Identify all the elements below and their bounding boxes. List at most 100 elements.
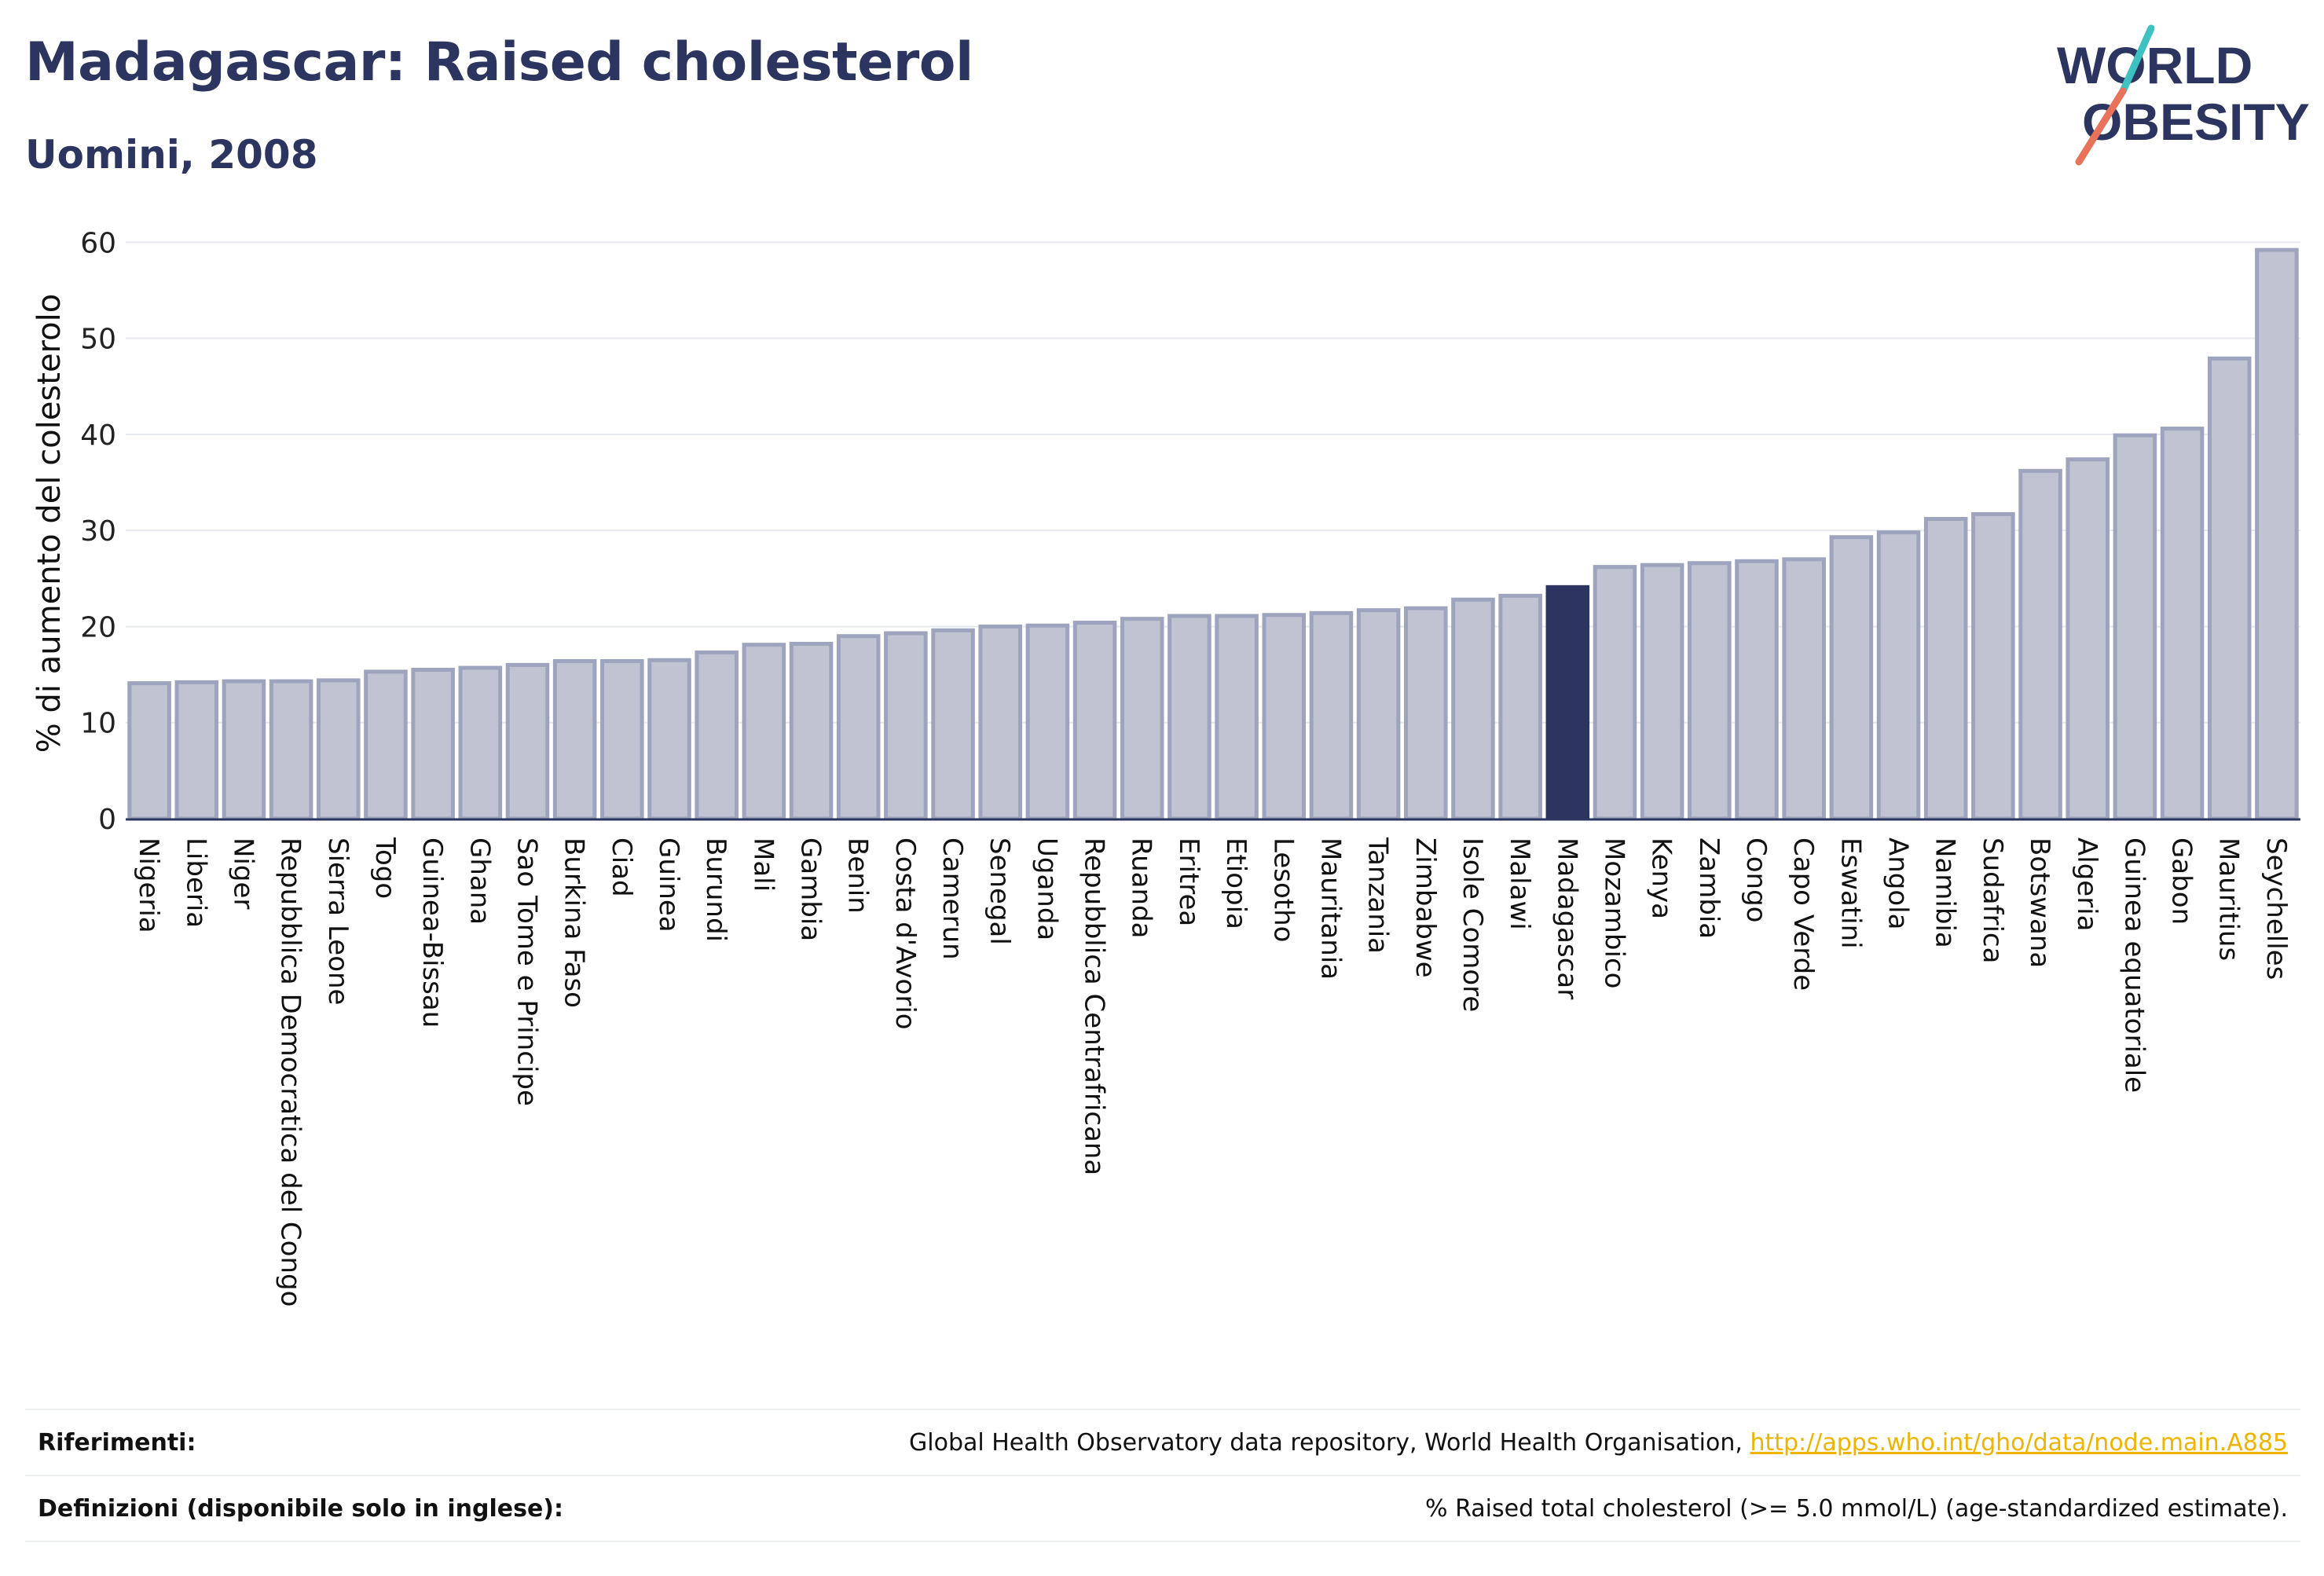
bars bbox=[127, 247, 2299, 821]
bar-capo-verde bbox=[1782, 557, 1826, 821]
x-tick-label: Niger bbox=[227, 837, 258, 909]
bar-guinea bbox=[647, 658, 691, 821]
x-tick-label: Guinea bbox=[653, 837, 684, 933]
bar-tanzania bbox=[1356, 608, 1401, 821]
bar-burundi bbox=[695, 650, 739, 821]
x-tick-label: Sierra Leone bbox=[322, 837, 354, 1005]
bar-mauritania bbox=[1309, 610, 1354, 821]
x-tick-label: Togo bbox=[369, 837, 401, 899]
bar-congo bbox=[1735, 559, 1779, 821]
definitions-label: Definizioni (disponibile solo in inglese… bbox=[38, 1494, 563, 1523]
x-tick-label: Liberia bbox=[180, 837, 211, 928]
bar-sao-tome-e-principe bbox=[505, 662, 550, 821]
x-tick-label: Ghana bbox=[464, 837, 495, 925]
bar-niger bbox=[222, 679, 266, 821]
bar-senegal bbox=[978, 624, 1022, 821]
bar-madagascar bbox=[1545, 585, 1590, 821]
x-tick-label: Algeria bbox=[2071, 837, 2102, 931]
y-tick-label: 20 bbox=[80, 611, 116, 643]
x-tick-label: Etiopia bbox=[1220, 837, 1252, 929]
bar-lesotho bbox=[1262, 613, 1307, 821]
x-tick-label: Mali bbox=[747, 837, 779, 892]
bar-benin bbox=[836, 634, 881, 821]
x-tick-label: Botswana bbox=[2024, 837, 2055, 968]
bar-ciad bbox=[600, 658, 644, 821]
definitions-value: % Raised total cholesterol (>= 5.0 mmol/… bbox=[1425, 1494, 2288, 1523]
x-tick-label: Guinea equatoriale bbox=[2118, 837, 2150, 1093]
x-tick-label: Eritrea bbox=[1173, 837, 1204, 926]
x-tick-label: Eswatini bbox=[1835, 837, 1866, 949]
bar-namibia bbox=[1923, 516, 1968, 821]
x-tick-label: Ruanda bbox=[1126, 837, 1157, 938]
bar-sudafrica bbox=[1971, 511, 2015, 821]
page-title: Madagascar: Raised cholesterol bbox=[25, 31, 973, 93]
bar-zimbabwe bbox=[1404, 606, 1448, 821]
bar-eritrea bbox=[1167, 614, 1211, 821]
bar-costa-d-avorio bbox=[884, 631, 928, 821]
x-tick-label: Nigeria bbox=[133, 837, 164, 933]
bar-liberia bbox=[174, 680, 219, 821]
bar-malawi bbox=[1498, 593, 1542, 821]
bar-botswana bbox=[2018, 468, 2062, 821]
bar-algeria bbox=[2066, 457, 2110, 821]
bar-gambia bbox=[789, 641, 834, 821]
x-tick-label: Benin bbox=[842, 837, 874, 914]
y-tick-label: 50 bbox=[80, 324, 116, 356]
bar-chart: 0 10 20 30 40 50 60 Nigeria Liberia Niger Repubbl… bbox=[31, 227, 2300, 1307]
x-tick-label: Angola bbox=[1882, 837, 1914, 929]
x-tick-label: Seychelles bbox=[2260, 837, 2292, 980]
bar-ruanda bbox=[1120, 617, 1164, 821]
x-tick-label: Gabon bbox=[2166, 837, 2198, 925]
definitions-row: Definizioni (disponibile solo in inglese… bbox=[25, 1475, 2300, 1542]
x-tick-label: Lesotho bbox=[1267, 837, 1299, 942]
x-tick-label: Mauritius bbox=[2213, 837, 2245, 961]
x-tick-label: Guinea-Bissau bbox=[416, 837, 448, 1028]
y-tick-label: 0 bbox=[98, 804, 116, 836]
x-tick-label: Zambia bbox=[1693, 837, 1725, 939]
x-tick-label: Burkina Faso bbox=[559, 837, 590, 1008]
x-tick-label: Capo Verde bbox=[1787, 837, 1819, 991]
bar-sierra-leone bbox=[317, 678, 361, 821]
x-tick-label: Sudafrica bbox=[1977, 837, 2008, 963]
bar-camerun bbox=[931, 628, 975, 821]
bar-mali bbox=[742, 643, 786, 821]
world-obesity-logo: WORLD OBESITY bbox=[2057, 24, 2310, 166]
bar-gabon bbox=[2160, 427, 2205, 821]
bar-mozambico bbox=[1593, 565, 1637, 821]
bar-seychelles bbox=[2255, 247, 2299, 821]
bar-repubblica-centrafricana bbox=[1072, 621, 1117, 821]
bar-eswatini bbox=[1829, 535, 1874, 821]
logo-slash-coral bbox=[2075, 87, 2127, 166]
x-tick-label: Ciad bbox=[606, 837, 637, 897]
x-tick-label: Uganda bbox=[1031, 837, 1062, 940]
bar-isole-comore bbox=[1451, 597, 1495, 821]
x-tick-label: Tanzania bbox=[1362, 837, 1394, 954]
references-link[interactable]: http://apps.who.int/gho/data/node.main.A… bbox=[1750, 1428, 2288, 1457]
y-axis-title: % di aumento del colesterolo bbox=[31, 294, 68, 753]
x-tick-label: Malawi bbox=[1504, 837, 1535, 930]
x-tick-label: Kenya bbox=[1646, 837, 1677, 919]
bar-nigeria bbox=[127, 681, 171, 821]
x-axis-labels: Nigeria Liberia Niger Repubblica Democratic… bbox=[133, 837, 2292, 1307]
x-tick-label: Madagascar bbox=[1551, 837, 1582, 999]
x-tick-label: Congo bbox=[1740, 837, 1772, 922]
bar-angola bbox=[1876, 530, 1921, 821]
y-tick-label: 30 bbox=[80, 515, 116, 548]
y-tick-label: 40 bbox=[80, 420, 116, 452]
bar-etiopia bbox=[1215, 614, 1259, 821]
x-tick-label: Mozambico bbox=[1598, 837, 1629, 988]
x-tick-label: Isole Comore bbox=[1457, 837, 1488, 1012]
bar-zambia bbox=[1688, 561, 1732, 821]
page-subtitle: Uomini, 2008 bbox=[25, 132, 318, 178]
references-row: Riferimenti: Global Health Observatory d… bbox=[25, 1409, 2300, 1475]
bar-guinea-equatoriale bbox=[2113, 433, 2157, 821]
x-tick-label: Senegal bbox=[984, 837, 1015, 945]
x-tick-label: Costa d'Avorio bbox=[889, 837, 921, 1030]
x-tick-label: Camerun bbox=[937, 837, 968, 960]
x-tick-label: Sao Tome e Principe bbox=[511, 837, 542, 1106]
logo-slash-teal bbox=[2119, 24, 2155, 95]
references-label: Riferimenti: bbox=[38, 1428, 196, 1457]
logo-line-1: WORLD bbox=[2057, 36, 2253, 94]
references-text: Global Health Observatory data repositor… bbox=[909, 1428, 1750, 1457]
references-value: Global Health Observatory data repositor… bbox=[909, 1429, 2300, 1457]
